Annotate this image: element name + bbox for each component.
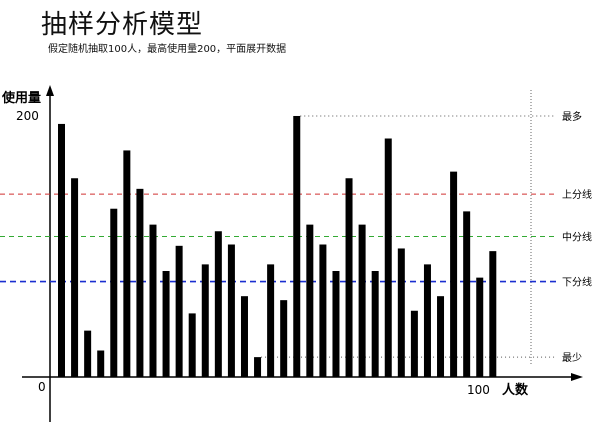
bar — [437, 296, 445, 377]
bar — [476, 277, 484, 378]
bar — [267, 264, 275, 378]
bar — [71, 178, 79, 377]
reference-line-label: 中分线 — [562, 231, 592, 244]
reference-line-label: 最少 — [562, 352, 582, 364]
reference-line-label: 上分线 — [562, 188, 592, 201]
bar — [345, 178, 353, 377]
bar — [58, 123, 65, 378]
bars-group — [58, 115, 497, 378]
bar — [110, 208, 118, 377]
bar — [149, 224, 157, 378]
bar — [384, 138, 392, 377]
chart-subtitle: 假定随机抽取100人，最高使用量200，平面展开数据 — [48, 44, 287, 55]
reference-line-label: 最多 — [562, 110, 582, 123]
y-axis-arrow — [46, 85, 54, 96]
chart-title: 抽样分析模型 — [41, 10, 204, 40]
bar — [280, 300, 288, 377]
bar — [358, 224, 366, 378]
bar — [410, 310, 418, 377]
reference-line-label: 下分线 — [562, 276, 592, 289]
bar — [463, 211, 471, 378]
bar — [293, 115, 301, 377]
x-origin-label: 0 — [38, 380, 46, 394]
bar — [123, 150, 131, 377]
x-axis-arrow — [571, 373, 583, 381]
x-axis-label: 人数 — [502, 382, 529, 398]
bar — [306, 224, 314, 378]
bar — [397, 248, 405, 377]
bar — [450, 171, 458, 378]
y-axis-label: 使用量 — [1, 90, 41, 106]
bar — [188, 313, 196, 377]
bar — [423, 264, 431, 378]
bar — [227, 244, 235, 377]
bar — [162, 271, 170, 377]
bar — [201, 264, 209, 378]
bar — [175, 245, 183, 377]
y-max-tick-label: 200 — [16, 109, 39, 123]
x-max-tick-label: 100 — [467, 383, 490, 397]
bar — [214, 231, 222, 377]
bar — [84, 330, 92, 378]
bar — [240, 296, 248, 377]
bar — [489, 251, 497, 378]
bar — [371, 271, 379, 377]
bar — [332, 271, 340, 377]
bar — [319, 244, 327, 377]
bar — [136, 188, 144, 377]
bar — [254, 357, 262, 378]
bar — [97, 350, 105, 377]
